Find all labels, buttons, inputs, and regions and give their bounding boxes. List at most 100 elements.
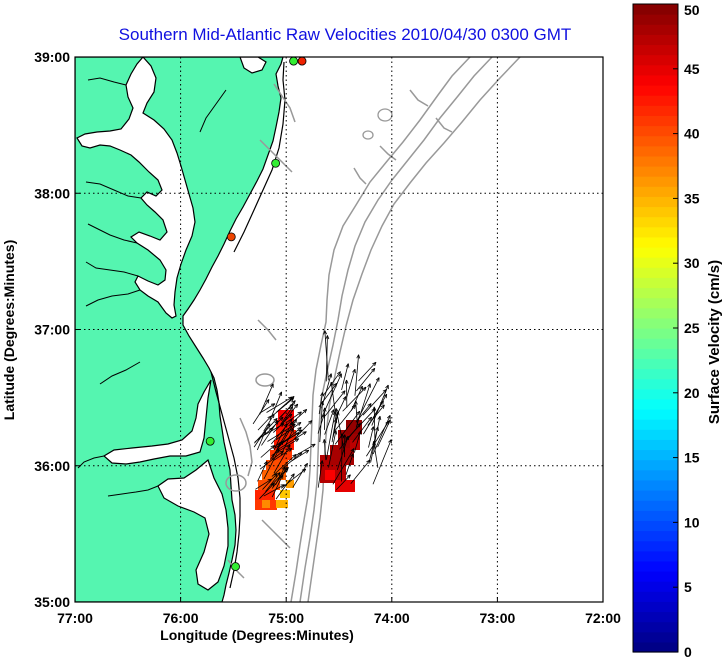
bathy-island	[377, 108, 393, 122]
velocity-vector-head	[330, 409, 335, 413]
velocity-vector-head	[350, 453, 354, 457]
velocity-vector	[255, 478, 272, 490]
velocity-vector	[341, 363, 349, 391]
velocity-vector	[345, 453, 354, 476]
velocity-vector-head	[299, 429, 303, 434]
colorbar-cell	[633, 490, 678, 501]
velocity-vector	[354, 354, 359, 396]
velocity-vector-head	[290, 418, 293, 423]
colorbar-tick-label: 35	[684, 190, 700, 206]
velocity-vector	[259, 403, 276, 414]
station-marker	[289, 57, 298, 66]
velocity-vector-head	[346, 474, 351, 477]
velocity-vector	[323, 439, 327, 461]
colorbar-cell	[633, 641, 678, 653]
colorbar: 0 5 10 15 20 25 30 35 40 45 50 Surface Velocity (c…	[632, 2, 723, 659]
colorbar-cell	[633, 530, 678, 542]
velocity-vector-head	[335, 430, 338, 435]
velocity-vector-head	[333, 382, 338, 386]
velocity-vector-head	[288, 413, 293, 416]
station-marker	[205, 436, 215, 446]
velocity-cell	[274, 440, 294, 450]
colorbar-cell	[633, 571, 678, 582]
velocity-vector	[288, 409, 308, 427]
velocity-vector-head	[272, 445, 275, 450]
x-tick-label: 73:00	[479, 610, 515, 626]
velocity-vector-head	[304, 409, 308, 414]
velocity-vector	[370, 416, 381, 463]
velocity-vector-head	[370, 416, 372, 422]
velocity-vector-head	[286, 444, 291, 448]
colorbar-cell	[633, 317, 678, 329]
colorbar-cell	[633, 429, 678, 440]
grid-lines	[75, 57, 603, 602]
velocity-vector-head	[310, 420, 313, 425]
velocity-vector-head	[270, 445, 275, 448]
colorbar-cell	[633, 409, 678, 420]
station-marker	[231, 562, 240, 571]
colorbar-cell	[633, 14, 678, 25]
bathy-island	[362, 130, 374, 140]
velocity-cell	[350, 440, 360, 450]
velocity-vector-head	[352, 368, 356, 373]
colorbar-cell	[633, 419, 678, 430]
albemarle-sound	[102, 379, 212, 465]
velocity-vector	[253, 418, 278, 444]
velocity-vector-head	[272, 403, 276, 408]
velocity-vector	[256, 430, 266, 451]
x-tick-label: 75:00	[268, 610, 304, 626]
velocity-vector-head	[379, 416, 382, 421]
velocity-vector-head	[333, 430, 337, 435]
map-panel[interactable]	[74, 56, 604, 603]
velocity-vector-head	[386, 414, 391, 419]
velocity-vector	[269, 416, 284, 431]
colorbar-cell	[633, 247, 678, 258]
velocity-vector-head	[380, 404, 385, 408]
velocity-cell	[276, 500, 288, 508]
station-marker	[226, 232, 236, 242]
colorbar-cell	[633, 398, 678, 410]
velocity-vector-head	[278, 472, 281, 477]
velocity-vector-head	[327, 335, 330, 340]
velocity-vector-head	[346, 379, 349, 384]
velocity-vector-head	[308, 420, 313, 423]
velocity-vector-head	[265, 399, 270, 403]
delaware-bay	[239, 57, 267, 74]
colorbar-cell	[633, 135, 678, 147]
colorbar-cell	[633, 64, 678, 76]
velocity-vector	[325, 335, 328, 382]
velocity-vector-head	[279, 416, 284, 419]
velocity-cell	[278, 410, 294, 420]
velocity-vector-head	[291, 400, 296, 403]
velocity-cell	[266, 460, 288, 470]
pamlico-sound	[157, 458, 229, 591]
velocity-vector-head	[351, 404, 356, 408]
velocity-vector	[266, 396, 293, 413]
velocity-vector	[355, 403, 372, 423]
colorbar-cell	[633, 581, 678, 592]
colorbar-cell	[633, 368, 678, 380]
velocity-vector-head	[335, 408, 339, 412]
colorbar-cell	[633, 74, 678, 86]
velocity-vector-head	[375, 377, 380, 381]
velocity-vector-head	[341, 390, 346, 393]
velocity-vector-head	[344, 434, 347, 439]
bathymetry-contours	[227, 57, 521, 602]
velocity-vector	[355, 383, 371, 428]
velocity-vector	[292, 463, 308, 488]
velocity-vector-head	[267, 478, 272, 481]
velocity-vector-head	[325, 335, 328, 340]
velocity-vector-head	[290, 473, 295, 477]
colorbar-cell	[633, 125, 678, 137]
colorbar-gradient	[633, 4, 678, 653]
velocity-vector-head	[324, 330, 328, 335]
velocity-cell	[346, 420, 362, 434]
velocity-vector-head	[297, 422, 302, 424]
velocity-vector-head	[372, 441, 375, 446]
velocity-vector-head	[367, 403, 372, 406]
bathy-island	[225, 474, 247, 492]
colorbar-tick-label: 10	[684, 514, 700, 530]
velocity-cell	[280, 490, 290, 498]
velocity-vector-head	[382, 400, 384, 405]
velocity-vector-head	[272, 482, 275, 487]
